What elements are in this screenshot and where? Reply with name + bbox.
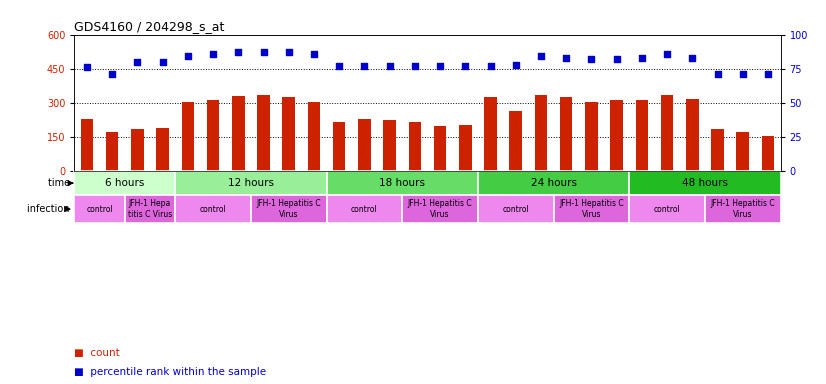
Point [661,51,674,57]
Point [736,71,749,77]
Text: GDS4160 / 204298_s_at: GDS4160 / 204298_s_at [74,20,225,33]
Bar [206,100,220,171]
Point [484,63,497,69]
Bar [459,125,472,171]
Text: ■  count: ■ count [74,348,120,358]
Bar [434,126,446,171]
Text: control: control [351,205,377,214]
Bar [610,100,623,171]
Point [458,63,472,69]
Bar [560,97,572,171]
Point [106,71,119,77]
Text: control: control [502,205,529,214]
Bar [326,195,402,223]
Point [181,53,194,60]
Bar [383,120,396,171]
Point [509,61,522,68]
Point [434,63,447,69]
Bar [711,129,724,171]
Bar [629,171,781,195]
Point [80,64,93,70]
Bar [510,111,522,171]
Bar [156,127,169,171]
Text: 6 hours: 6 hours [105,178,145,188]
Bar [358,119,371,171]
Bar [81,119,93,171]
Point [686,55,699,61]
Point [231,49,244,55]
Bar [131,129,144,171]
Point [257,49,270,55]
Bar [762,136,774,171]
Bar [74,195,125,223]
Bar [175,195,251,223]
Bar [326,171,478,195]
Text: JFH-1 Hepatitis C
Virus: JFH-1 Hepatitis C Virus [559,199,624,219]
Text: 18 hours: 18 hours [379,178,425,188]
Bar [484,97,496,171]
Bar [585,101,598,171]
Text: time: time [48,178,73,188]
Bar [307,101,320,171]
Bar [737,132,749,171]
Point [307,51,320,57]
Bar [251,195,326,223]
Point [358,63,371,69]
Text: control: control [200,205,226,214]
Point [131,59,144,65]
Bar [282,97,295,171]
Bar [534,95,548,171]
Bar [402,195,478,223]
Text: infection: infection [27,204,73,214]
Point [610,56,624,62]
Bar [478,171,629,195]
Point [559,55,572,61]
Point [585,56,598,62]
Bar [257,95,270,171]
Point [206,51,220,57]
Bar [182,101,194,171]
Bar [629,195,705,223]
Point [408,63,421,69]
Text: JFH-1 Hepatitis C
Virus: JFH-1 Hepatitis C Virus [408,199,472,219]
Text: 48 hours: 48 hours [682,178,728,188]
Text: ■  percentile rank within the sample: ■ percentile rank within the sample [74,367,267,377]
Bar [635,100,648,171]
Text: 12 hours: 12 hours [228,178,274,188]
Bar [333,122,345,171]
Bar [175,171,326,195]
Bar [553,195,629,223]
Bar [125,195,175,223]
Text: JFH-1 Hepa
titis C Virus: JFH-1 Hepa titis C Virus [128,199,172,219]
Text: control: control [86,205,113,214]
Text: 24 hours: 24 hours [530,178,577,188]
Bar [478,195,553,223]
Point [282,49,296,55]
Text: JFH-1 Hepatitis C
Virus: JFH-1 Hepatitis C Virus [256,199,321,219]
Point [762,71,775,77]
Text: control: control [653,205,681,214]
Bar [106,132,118,171]
Point [383,63,396,69]
Point [711,71,724,77]
Bar [74,171,175,195]
Bar [661,95,673,171]
Point [156,59,169,65]
Bar [232,96,244,171]
Bar [686,99,699,171]
Point [635,55,648,61]
Bar [705,195,781,223]
Point [534,53,548,60]
Bar [409,122,421,171]
Text: JFH-1 Hepatitis C
Virus: JFH-1 Hepatitis C Virus [710,199,775,219]
Point [333,63,346,69]
